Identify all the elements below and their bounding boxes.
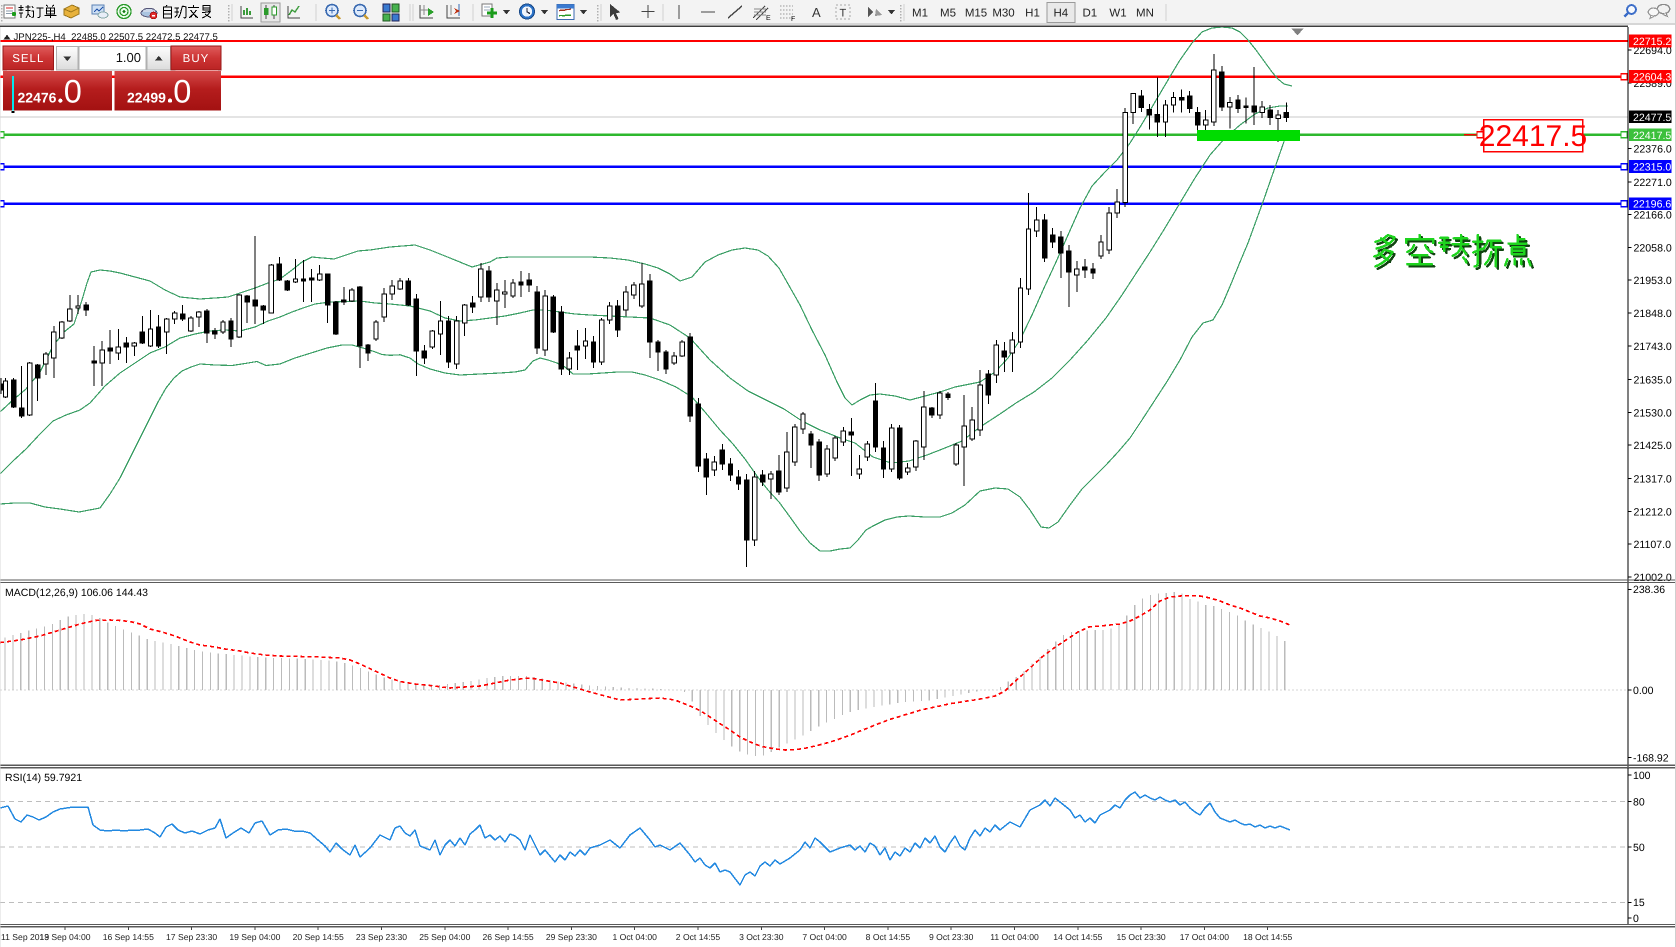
- svg-text:22196.6: 22196.6: [1633, 199, 1671, 211]
- svg-text:MACD(12,26,9) 106.06 144.43: MACD(12,26,9) 106.06 144.43: [5, 587, 148, 599]
- svg-text:14 Oct 14:55: 14 Oct 14:55: [1053, 932, 1102, 942]
- svg-text:MN: MN: [1136, 8, 1154, 20]
- svg-text:3 Oct 23:30: 3 Oct 23:30: [739, 932, 784, 942]
- svg-text:8 Oct 14:55: 8 Oct 14:55: [866, 932, 911, 942]
- svg-text:0: 0: [1633, 913, 1639, 925]
- svg-text:-168.92: -168.92: [1633, 753, 1669, 765]
- svg-text:RSI(14) 59.7921: RSI(14) 59.7921: [5, 772, 82, 784]
- svg-text:1 Oct 04:00: 1 Oct 04:00: [612, 932, 657, 942]
- svg-text:E: E: [766, 15, 771, 22]
- svg-text:22271.0: 22271.0: [1634, 177, 1672, 189]
- svg-text:19 Sep 04:00: 19 Sep 04:00: [229, 932, 280, 942]
- svg-text:T: T: [840, 8, 847, 20]
- svg-text:W1: W1: [1109, 8, 1126, 20]
- svg-text:2 Oct 14:55: 2 Oct 14:55: [676, 932, 721, 942]
- svg-text:0: 0: [64, 74, 82, 110]
- svg-text:21107.0: 21107.0: [1634, 539, 1672, 551]
- svg-text:21002.0: 21002.0: [1634, 572, 1672, 584]
- svg-text:17 Oct 04:00: 17 Oct 04:00: [1180, 932, 1229, 942]
- svg-text:21953.0: 21953.0: [1634, 275, 1672, 287]
- svg-text:20 Sep 14:55: 20 Sep 14:55: [293, 932, 344, 942]
- svg-text:SELL: SELL: [12, 53, 44, 65]
- svg-text:21317.0: 21317.0: [1634, 473, 1672, 485]
- svg-text:22715.2: 22715.2: [1633, 36, 1671, 48]
- svg-text:M1: M1: [912, 8, 928, 20]
- svg-text:15 Oct 23:30: 15 Oct 23:30: [1116, 932, 1165, 942]
- svg-text:22315.0: 22315.0: [1633, 162, 1671, 174]
- svg-text:A: A: [812, 5, 821, 20]
- svg-text:F: F: [791, 16, 795, 23]
- svg-text:50: 50: [1633, 842, 1645, 854]
- svg-text:16 Sep 14:55: 16 Sep 14:55: [103, 932, 154, 942]
- svg-text:11 Oct 04:00: 11 Oct 04:00: [990, 932, 1039, 942]
- svg-text:22376.0: 22376.0: [1634, 143, 1672, 155]
- svg-text:9 Oct 23:30: 9 Oct 23:30: [929, 932, 974, 942]
- svg-text:13 Sep 04:00: 13 Sep 04:00: [39, 932, 90, 942]
- svg-text:22694.0: 22694.0: [1634, 45, 1672, 57]
- svg-text:15: 15: [1633, 897, 1645, 909]
- svg-text:21530.0: 21530.0: [1634, 407, 1672, 419]
- svg-text:JPN225-,H4 22485.0 22507.5 22: JPN225-,H4 22485.0 22507.5 22472.5 22477…: [14, 32, 218, 43]
- svg-text:7 Oct 04:00: 7 Oct 04:00: [802, 932, 847, 942]
- svg-text:0: 0: [173, 74, 191, 110]
- svg-text:26 Sep 14:55: 26 Sep 14:55: [483, 932, 534, 942]
- svg-text:BUY: BUY: [183, 53, 210, 65]
- svg-text:23 Sep 23:30: 23 Sep 23:30: [356, 932, 407, 942]
- svg-text:17 Sep 23:30: 17 Sep 23:30: [166, 932, 217, 942]
- svg-text:21425.0: 21425.0: [1634, 440, 1672, 452]
- svg-text:22417.5: 22417.5: [1479, 120, 1587, 153]
- svg-text:D1: D1: [1082, 8, 1097, 20]
- svg-text:M5: M5: [940, 8, 956, 20]
- svg-text:22476: 22476: [18, 90, 57, 106]
- svg-text:238.36: 238.36: [1633, 584, 1665, 596]
- svg-text:21743.0: 21743.0: [1634, 341, 1672, 353]
- svg-text:H4: H4: [1053, 8, 1068, 20]
- svg-text:29 Sep 23:30: 29 Sep 23:30: [546, 932, 597, 942]
- svg-text:22499: 22499: [127, 90, 166, 106]
- svg-text:1.00: 1.00: [116, 50, 141, 65]
- svg-text:25 Sep 04:00: 25 Sep 04:00: [419, 932, 470, 942]
- svg-text:21848.0: 21848.0: [1634, 308, 1672, 320]
- svg-text:22477.5: 22477.5: [1633, 112, 1671, 124]
- svg-text:0.00: 0.00: [1633, 685, 1654, 697]
- svg-text:H1: H1: [1025, 8, 1040, 20]
- svg-text:11 Sep 2019: 11 Sep 2019: [1, 932, 49, 942]
- svg-text:22166.0: 22166.0: [1634, 209, 1672, 221]
- svg-text:21212.0: 21212.0: [1634, 506, 1672, 518]
- svg-text:100: 100: [1633, 770, 1651, 782]
- svg-text:M30: M30: [992, 8, 1014, 20]
- svg-text:21635.0: 21635.0: [1634, 374, 1672, 386]
- svg-text:80: 80: [1633, 796, 1645, 808]
- svg-text:22058.0: 22058.0: [1634, 242, 1672, 254]
- svg-text:22604.3: 22604.3: [1633, 72, 1671, 84]
- svg-text:18 Oct 14:55: 18 Oct 14:55: [1243, 932, 1292, 942]
- svg-text:22417.5: 22417.5: [1633, 130, 1671, 142]
- svg-text:M15: M15: [965, 8, 987, 20]
